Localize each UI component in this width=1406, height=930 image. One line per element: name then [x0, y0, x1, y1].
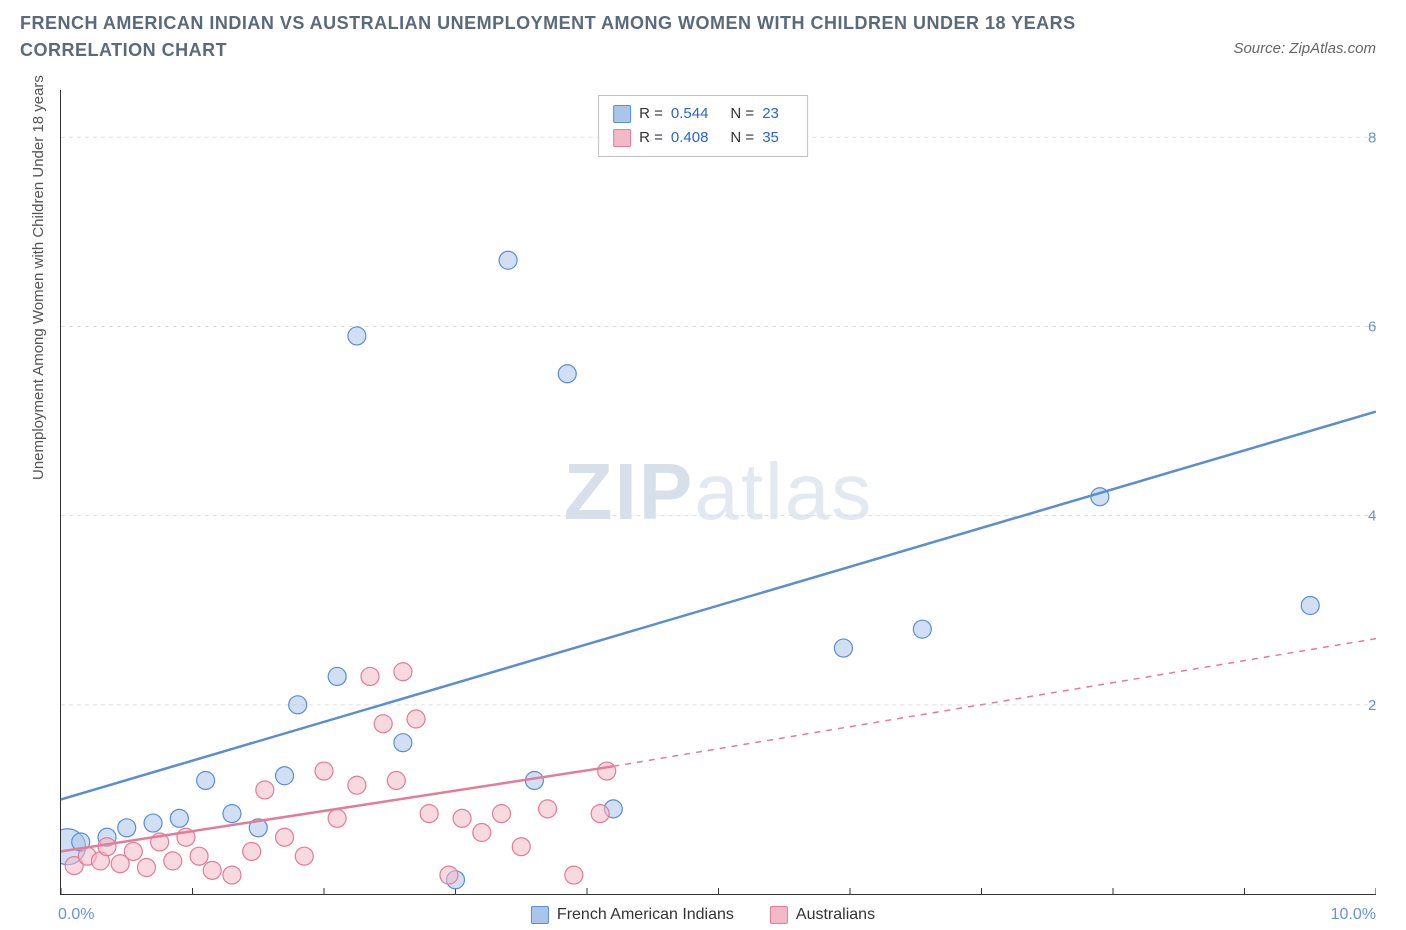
- data-point: [407, 710, 425, 728]
- r-value-0: 0.544: [671, 102, 709, 126]
- data-point: [440, 866, 458, 884]
- data-point: [913, 620, 931, 638]
- x-tick-0: 0.0%: [58, 906, 94, 924]
- title-row: FRENCH AMERICAN INDIAN VS AUSTRALIAN UNE…: [20, 10, 1386, 64]
- data-point: [453, 809, 471, 827]
- legend-label-1: Australians: [796, 906, 875, 924]
- data-point: [565, 866, 583, 884]
- data-point: [394, 734, 412, 752]
- data-point: [348, 327, 366, 345]
- trend-line: [61, 412, 1376, 800]
- data-point: [598, 762, 616, 780]
- data-point: [1301, 597, 1319, 615]
- data-point: [295, 847, 313, 865]
- stats-swatch-0: [613, 105, 631, 123]
- data-point: [348, 776, 366, 794]
- series-legend: French American Indians Australians: [531, 906, 875, 924]
- legend-label-0: French American Indians: [557, 906, 734, 924]
- stats-row-1: R = 0.408 N = 35: [613, 126, 793, 150]
- data-point: [223, 805, 241, 823]
- data-point: [493, 805, 511, 823]
- data-point: [834, 639, 852, 657]
- data-point: [276, 767, 294, 785]
- chart-svg: 20.0% 40.0% 60.0% 80.0%: [61, 90, 1376, 894]
- x-tick-1: 10.0%: [1331, 906, 1376, 924]
- data-point: [203, 861, 221, 879]
- data-point: [315, 762, 333, 780]
- data-point: [289, 696, 307, 714]
- data-point: [473, 824, 491, 842]
- data-point: [223, 866, 241, 884]
- data-point: [374, 715, 392, 733]
- stats-swatch-1: [613, 129, 631, 147]
- data-point: [499, 251, 517, 269]
- data-point: [420, 805, 438, 823]
- source-label: Source: ZipAtlas.com: [1233, 40, 1376, 57]
- svg-text:40.0%: 40.0%: [1368, 508, 1376, 525]
- data-point: [144, 814, 162, 832]
- svg-text:60.0%: 60.0%: [1368, 318, 1376, 335]
- data-point: [539, 800, 557, 818]
- legend-swatch-0: [531, 906, 549, 924]
- data-point: [328, 667, 346, 685]
- data-point: [512, 838, 530, 856]
- data-point: [98, 838, 116, 856]
- data-point: [243, 842, 261, 860]
- data-point: [164, 852, 182, 870]
- trend-line-extrapolated: [613, 639, 1376, 767]
- stats-legend: R = 0.544 N = 23 R = 0.408 N = 35: [598, 95, 808, 157]
- data-point: [591, 805, 609, 823]
- r-value-1: 0.408: [671, 126, 709, 150]
- data-point: [276, 828, 294, 846]
- data-point: [256, 781, 274, 799]
- data-point: [170, 809, 188, 827]
- data-point: [137, 859, 155, 877]
- trend-line: [61, 766, 613, 851]
- svg-text:20.0%: 20.0%: [1368, 697, 1376, 714]
- data-point: [394, 663, 412, 681]
- svg-text:80.0%: 80.0%: [1368, 129, 1376, 146]
- data-point: [387, 772, 405, 790]
- stats-row-0: R = 0.544 N = 23: [613, 102, 793, 126]
- data-point: [558, 365, 576, 383]
- legend-swatch-1: [770, 906, 788, 924]
- data-point: [118, 819, 136, 837]
- y-axis-label: Unemployment Among Women with Children U…: [30, 75, 47, 480]
- n-label-1: N =: [730, 126, 754, 150]
- n-label-0: N =: [730, 102, 754, 126]
- data-point: [190, 847, 208, 865]
- legend-item-1: Australians: [770, 906, 875, 924]
- plot-area: ZIPatlas 20.0%40.0%60.0%80.0%: [60, 90, 1376, 895]
- legend-item-0: French American Indians: [531, 906, 734, 924]
- chart-container: FRENCH AMERICAN INDIAN VS AUSTRALIAN UNE…: [0, 0, 1406, 930]
- data-point: [361, 667, 379, 685]
- n-value-0: 23: [762, 102, 779, 126]
- data-point: [328, 809, 346, 827]
- n-value-1: 35: [762, 126, 779, 150]
- chart-title: FRENCH AMERICAN INDIAN VS AUSTRALIAN UNE…: [20, 10, 1140, 64]
- data-point: [124, 842, 142, 860]
- r-label-0: R =: [639, 102, 663, 126]
- r-label-1: R =: [639, 126, 663, 150]
- data-point: [197, 772, 215, 790]
